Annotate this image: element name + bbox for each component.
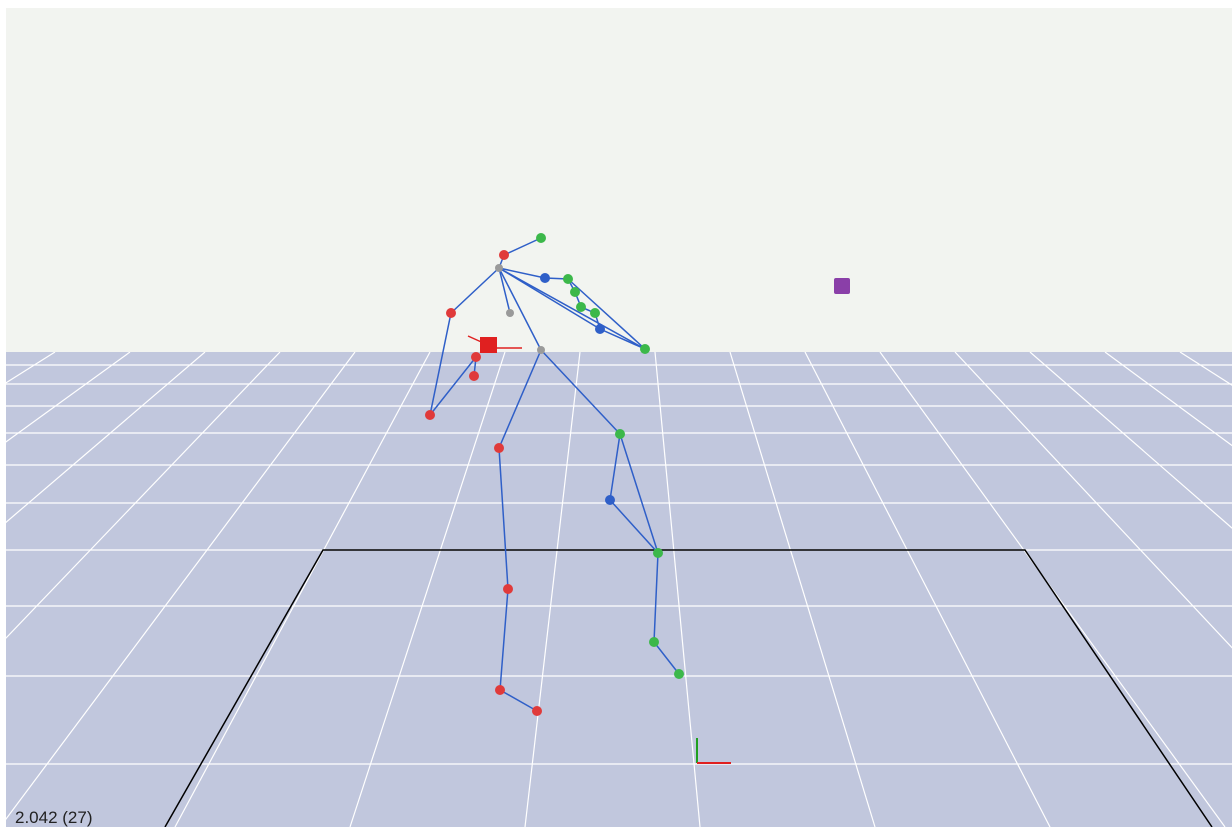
grid-line	[1029, 352, 1232, 529]
sky	[6, 8, 1232, 352]
grid-line	[1104, 352, 1232, 447]
target-cube	[834, 278, 850, 294]
grid-line	[804, 352, 1051, 827]
skeleton	[425, 233, 684, 716]
capture-area	[164, 549, 1213, 827]
floor-grid	[6, 352, 1232, 827]
grid-line	[654, 352, 701, 827]
grid-line	[729, 352, 876, 827]
origin-axes	[696, 738, 731, 764]
grid-line	[174, 352, 431, 827]
time-label: 2.042 (27)	[15, 808, 93, 827]
grid-line	[6, 352, 206, 524]
grid-line	[6, 352, 356, 820]
grid-line	[524, 352, 581, 827]
floor	[6, 352, 1232, 827]
grid-line	[349, 352, 506, 827]
root-marker	[467, 335, 522, 353]
grid-line	[6, 352, 281, 639]
grid-line	[954, 352, 1232, 649]
grid-line	[6, 352, 131, 443]
